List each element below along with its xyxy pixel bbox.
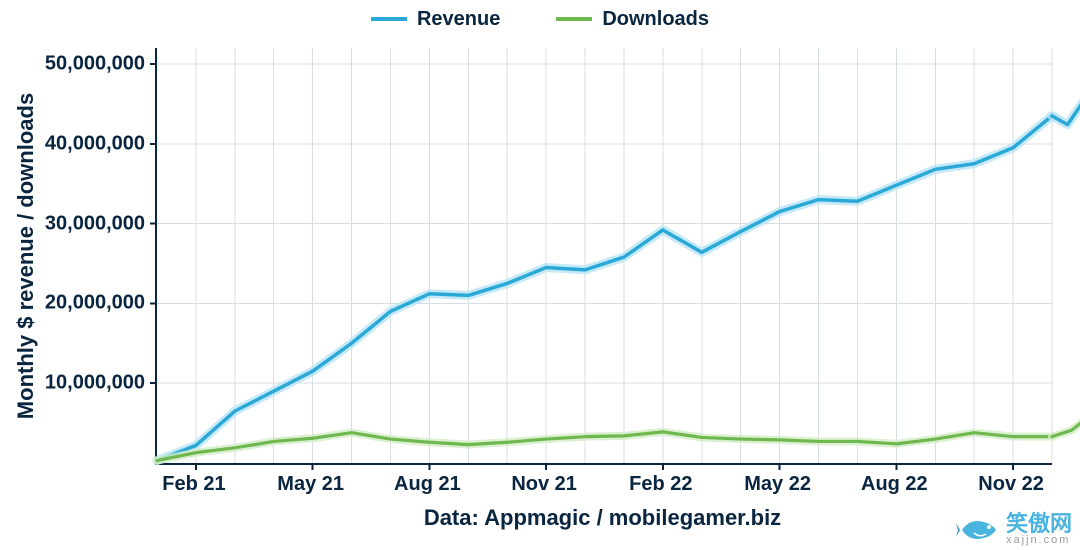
x-tick-label: Feb 22: [629, 473, 692, 496]
series-line: [157, 116, 1052, 461]
x-tick-label: May 21: [277, 473, 344, 496]
y-tick-label: 50,000,000: [45, 52, 145, 75]
legend: Revenue Downloads: [0, 4, 1080, 31]
plot-area: [155, 48, 1052, 465]
watermark-main: 笑傲网: [1006, 513, 1072, 535]
chart-container: Revenue Downloads Monthly $ revenue / dow…: [0, 0, 1080, 550]
legend-swatch: [556, 17, 592, 21]
series-glow: [157, 116, 1052, 461]
x-tick-label: Aug 22: [861, 473, 928, 496]
watermark: 笑傲网 xajjn.com: [956, 513, 1072, 546]
y-axis-title: Monthly $ revenue / downloads: [13, 92, 39, 418]
fish-icon: [956, 515, 1000, 545]
legend-item: Downloads: [556, 8, 709, 31]
y-tick-label: 20,000,000: [45, 292, 145, 315]
x-tick-label: Aug 21: [394, 473, 461, 496]
x-tick-label: Nov 21: [511, 473, 577, 496]
legend-swatch: [371, 17, 407, 21]
y-tick-label: 10,000,000: [45, 372, 145, 395]
x-tick-label: May 22: [744, 473, 811, 496]
legend-item: Revenue: [371, 8, 500, 31]
plot-svg: [157, 48, 1052, 463]
legend-label: Downloads: [602, 8, 709, 31]
x-axis-title: Data: Appmagic / mobilegamer.biz: [424, 505, 781, 531]
x-tick-label: Nov 22: [978, 473, 1044, 496]
watermark-sub: xajjn.com: [1006, 535, 1072, 546]
legend-label: Revenue: [417, 8, 500, 31]
y-tick-label: 40,000,000: [45, 132, 145, 155]
watermark-text: 笑傲网 xajjn.com: [1006, 513, 1072, 546]
x-tick-label: Feb 21: [162, 473, 225, 496]
y-tick-label: 30,000,000: [45, 212, 145, 235]
